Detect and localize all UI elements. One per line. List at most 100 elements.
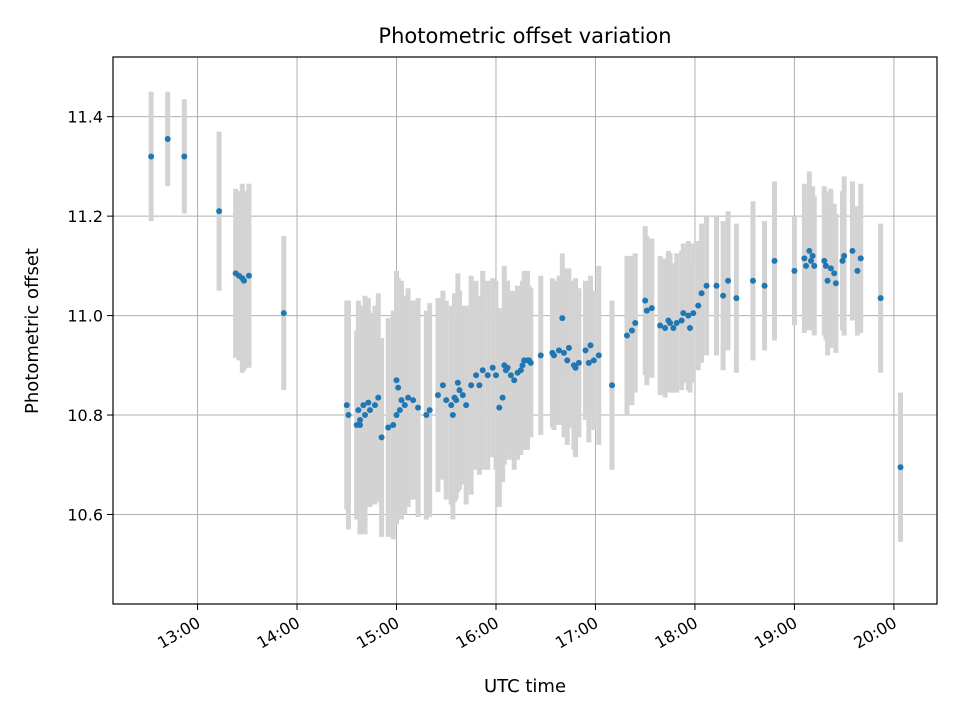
data-point	[240, 277, 247, 284]
data-point	[496, 404, 503, 411]
data-point	[378, 434, 385, 441]
data-point	[463, 402, 470, 409]
data-point	[357, 421, 364, 428]
data-point	[587, 342, 594, 349]
data-point	[395, 384, 402, 391]
data-point	[628, 327, 635, 334]
data-point	[720, 292, 727, 299]
data-point	[623, 332, 630, 339]
data-point	[713, 282, 720, 289]
data-point	[434, 392, 441, 399]
data-point	[662, 325, 669, 332]
data-point	[415, 404, 422, 411]
data-point	[365, 399, 372, 406]
data-point	[476, 382, 483, 389]
data-point	[484, 372, 491, 379]
data-point	[680, 310, 687, 317]
data-point	[423, 412, 430, 419]
data-point	[575, 359, 582, 366]
data-point	[667, 320, 674, 327]
data-point	[375, 394, 382, 401]
data-point	[832, 280, 839, 287]
y-axis-label: Photometric offset	[22, 248, 43, 414]
data-point	[801, 255, 808, 262]
data-point	[695, 302, 702, 309]
data-point	[527, 359, 534, 366]
data-points	[148, 136, 904, 471]
data-point	[678, 317, 685, 324]
data-point	[426, 407, 433, 414]
data-point	[559, 315, 566, 322]
data-point	[791, 267, 798, 274]
data-point	[877, 295, 884, 302]
data-point	[410, 397, 417, 404]
data-point	[609, 382, 616, 389]
data-point	[443, 397, 450, 404]
data-point	[517, 367, 524, 374]
data-point	[685, 312, 692, 319]
data-point	[831, 270, 838, 277]
data-point	[703, 282, 710, 289]
data-point	[401, 402, 408, 409]
y-tick-label: 10.8	[67, 406, 103, 425]
data-point	[448, 402, 455, 409]
data-point	[360, 402, 367, 409]
data-point	[811, 262, 818, 269]
data-point	[468, 382, 475, 389]
data-point	[841, 252, 848, 259]
data-point	[439, 382, 446, 389]
data-point	[355, 407, 362, 414]
data-point	[839, 257, 846, 264]
data-point	[648, 305, 655, 312]
y-axis-ticks: 10.6 10.8 11.0 11.2 11.4	[67, 108, 113, 524]
data-point	[453, 397, 460, 404]
data-point	[519, 362, 526, 369]
data-point	[657, 322, 664, 329]
data-point	[824, 277, 831, 284]
data-point	[585, 359, 592, 366]
plot-frame	[112, 56, 938, 605]
data-point	[551, 352, 558, 359]
data-point	[362, 412, 369, 419]
data-point	[390, 421, 397, 428]
data-point	[827, 265, 834, 272]
data-point	[489, 364, 496, 371]
data-point	[803, 262, 810, 269]
data-point	[499, 394, 506, 401]
data-point	[511, 377, 518, 384]
data-point	[809, 252, 816, 259]
data-point	[807, 257, 814, 264]
data-point	[345, 412, 352, 419]
y-tick-label: 11.0	[67, 307, 103, 326]
data-point	[216, 208, 223, 215]
data-point	[670, 325, 677, 332]
data-point	[673, 320, 680, 327]
data-point	[396, 407, 403, 414]
data-point	[492, 372, 499, 379]
data-point	[806, 247, 813, 254]
x-axis-label: UTC time	[484, 676, 566, 697]
data-point	[761, 282, 768, 289]
data-point	[405, 394, 412, 401]
data-point	[366, 407, 373, 414]
data-point	[456, 387, 463, 394]
data-point	[181, 153, 188, 160]
data-point	[479, 367, 486, 374]
data-point	[582, 347, 589, 354]
chart-title: Photometric offset variation	[378, 24, 671, 48]
data-point	[822, 262, 829, 269]
data-point	[821, 257, 828, 264]
data-point	[473, 372, 480, 379]
data-point	[642, 297, 649, 304]
data-point	[849, 247, 856, 254]
data-point	[280, 310, 287, 317]
data-point	[560, 349, 567, 356]
data-point	[504, 364, 511, 371]
data-point	[245, 272, 252, 279]
data-point	[371, 402, 378, 409]
data-point	[854, 267, 861, 274]
data-point	[459, 392, 466, 399]
data-point	[454, 379, 461, 386]
data-point	[595, 352, 602, 359]
data-point	[564, 357, 571, 364]
